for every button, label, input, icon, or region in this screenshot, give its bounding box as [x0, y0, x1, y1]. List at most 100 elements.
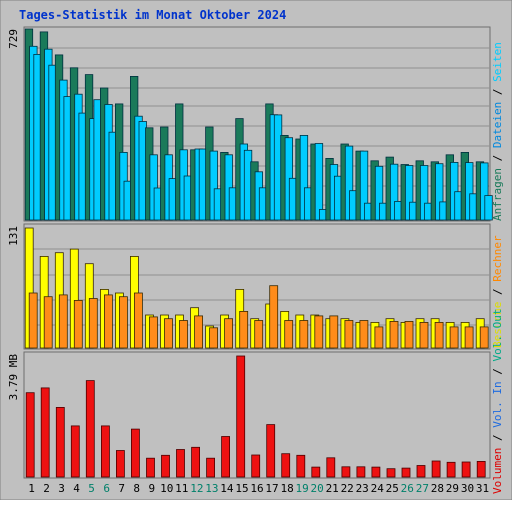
bar-rechner-8	[133, 292, 143, 349]
bar-rechner-5	[88, 298, 98, 349]
bar-rechner-6	[104, 294, 113, 349]
x-tick-label-14: 14	[220, 482, 234, 495]
bar-volumen-6	[101, 425, 110, 478]
bar-volumen-23	[356, 466, 366, 478]
legend-group-1: Besuche / Rechner	[491, 235, 504, 348]
x-tick-label-31: 31	[476, 482, 489, 495]
x-tick-label-20: 20	[310, 482, 323, 495]
bar-rechner-24	[374, 326, 384, 349]
x-tick-label-7: 7	[118, 482, 125, 495]
bar-rechner-23	[359, 320, 369, 349]
bar-rechner-2	[43, 296, 53, 349]
bar-volumen-31	[476, 460, 486, 478]
legend-item-anfragen: Anfragen	[491, 168, 504, 221]
bar-rechner-1	[28, 292, 38, 349]
x-tick-label-26: 26	[401, 482, 414, 495]
x-tick-label-12: 12	[190, 482, 203, 495]
bar-rechner-10	[164, 318, 173, 349]
bar-volumen-10	[161, 454, 170, 478]
x-tick-label-17: 17	[265, 482, 278, 495]
bar-dateien-25	[389, 163, 399, 221]
bar-volumen-8	[130, 428, 140, 478]
x-tick-label-13: 13	[205, 482, 218, 495]
max-label-visits: 131	[7, 226, 20, 246]
bar-rechner-21	[329, 315, 339, 349]
bar-volumen-17	[266, 424, 276, 478]
bar-rechner-7	[119, 296, 128, 349]
x-tick-label-30: 30	[461, 482, 474, 495]
bar-volumen-5	[85, 380, 95, 478]
x-tick-label-22: 22	[341, 482, 354, 495]
panel-visits: 131	[7, 223, 491, 350]
x-tick-label-19: 19	[295, 482, 308, 495]
x-tick-label-23: 23	[356, 482, 369, 495]
legend-item-dateien: Dateien	[491, 102, 504, 148]
bar-volumen-27	[416, 465, 426, 478]
x-tick-label-5: 5	[88, 482, 95, 495]
legend-item-volumen: Volumen	[491, 448, 504, 494]
bar-seiten-31	[484, 195, 493, 221]
bar-rechner-18	[284, 320, 294, 349]
bar-rechner-14	[224, 318, 234, 349]
bar-volumen-3	[55, 406, 65, 478]
legend-separator: /	[491, 428, 504, 448]
bar-rechner-27	[419, 321, 429, 349]
bar-volumen-16	[251, 454, 261, 478]
bar-rechner-4	[73, 299, 83, 349]
legend-item-seiten: Seiten	[491, 42, 504, 82]
max-label-traffic: 3.79 MB	[7, 354, 20, 401]
bar-dateien-24	[374, 165, 384, 221]
bar-volumen-4	[70, 425, 80, 478]
x-tick-label-2: 2	[43, 482, 50, 495]
legends: Anfragen / Dateien / Seiten Besuche / Rec…	[491, 42, 504, 494]
bar-volumen-2	[40, 387, 50, 478]
bar-volumen-18	[281, 453, 291, 478]
bar-volumen-12	[191, 446, 201, 478]
x-tick-label-18: 18	[280, 482, 293, 495]
bar-rechner-25	[389, 320, 399, 349]
x-tick-label-3: 3	[58, 482, 65, 495]
bar-volumen-21	[326, 457, 336, 478]
x-tick-label-9: 9	[148, 482, 155, 495]
bar-rechner-3	[58, 294, 68, 349]
bar-volumen-9	[146, 457, 155, 478]
x-tick-label-27: 27	[416, 482, 429, 495]
bar-rechner-31	[479, 326, 489, 349]
bar-rechner-9	[149, 316, 158, 349]
legend-separator: /	[491, 82, 504, 102]
bar-rechner-11	[179, 320, 188, 349]
bar-rechner-15	[239, 310, 249, 349]
legend-item-besuche: Besuche	[491, 302, 504, 348]
bar-volumen-7	[116, 450, 125, 478]
x-tick-label-1: 1	[28, 482, 35, 495]
x-tick-label-16: 16	[250, 482, 263, 495]
chart-panels: 729 131 3.79 MB	[7, 26, 493, 479]
x-tick-label-29: 29	[446, 482, 459, 495]
bar-volumen-22	[341, 466, 351, 478]
legend-item-rechner: Rechner	[491, 235, 504, 282]
chart-title: Tages-Statistik im Monat Oktober 2024	[19, 8, 286, 22]
bar-rechner-16	[254, 320, 264, 349]
bar-dateien-14	[224, 154, 233, 221]
x-tick-label-6: 6	[103, 482, 110, 495]
legend-separator: /	[491, 362, 504, 382]
bar-rechner-22	[344, 320, 354, 349]
bar-volumen-15	[236, 355, 246, 478]
x-tick-label-21: 21	[326, 482, 339, 495]
legend-item-vol-in: Vol. In	[491, 381, 504, 427]
bar-dateien-31	[480, 162, 489, 221]
bar-dateien-13	[209, 150, 218, 221]
bar-dateien-30	[465, 162, 474, 221]
legend-separator: /	[491, 282, 504, 302]
bar-dateien-27	[419, 165, 429, 221]
legend-item-vol-out: Vol. Out	[491, 309, 504, 362]
bar-rechner-29	[449, 326, 459, 349]
bar-rechner-26	[404, 320, 414, 349]
x-tick-label-15: 15	[235, 482, 248, 495]
x-tick-label-25: 25	[386, 482, 399, 495]
panel-traffic: 3.79 MB	[7, 351, 491, 479]
bar-rechner-20	[314, 315, 324, 349]
panel-requests: 729	[7, 26, 493, 222]
